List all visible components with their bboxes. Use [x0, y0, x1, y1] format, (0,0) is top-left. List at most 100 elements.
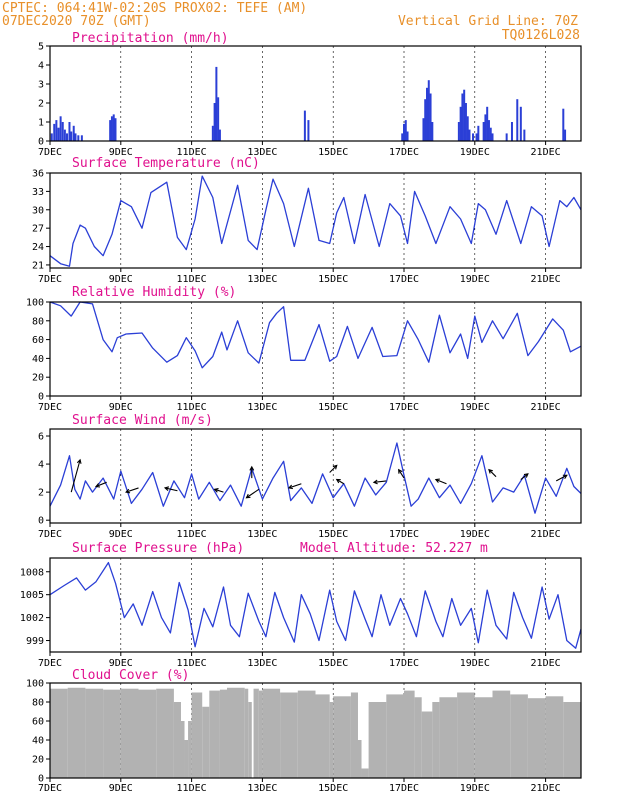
temp-xtick-label-3: 13DEC — [247, 274, 277, 285]
bar-51 — [505, 133, 508, 141]
bar-7 — [65, 133, 68, 141]
wind-arrow-head-5 — [249, 465, 255, 471]
wind-arrow-head-8 — [332, 464, 338, 470]
cloud-segment-20 — [258, 690, 263, 778]
rh-ytick-label-0: 0 — [38, 392, 44, 403]
wind-arrow-4 — [213, 488, 224, 493]
wind-arrow-6 — [245, 488, 260, 499]
temp-xtick-label-4: 15DEC — [318, 274, 348, 285]
temp-xtick-label-6: 19DEC — [460, 274, 490, 285]
precip-xtick-label-5: 17DEC — [389, 147, 419, 158]
bar-53 — [516, 99, 519, 141]
wind-arrow-8 — [329, 464, 338, 473]
frame-precip — [49, 45, 582, 142]
cloud-segment-42 — [545, 696, 564, 778]
cloud-xtick-label-6: 19DEC — [460, 783, 490, 794]
bar-44 — [477, 125, 480, 141]
cloud-segment-2 — [85, 688, 104, 778]
bar-1 — [53, 123, 56, 141]
cloud-ytick-label-5: 100 — [26, 679, 44, 690]
cloud-segment-17 — [248, 702, 252, 778]
cloud-xtick-label-4: 15DEC — [318, 783, 348, 794]
cloud-segment-41 — [527, 698, 546, 778]
pres-xtick-label-2: 11DEC — [177, 658, 207, 669]
bar-22 — [218, 129, 221, 141]
bar-3 — [57, 127, 60, 141]
precip-xtick-label-4: 15DEC — [318, 147, 348, 158]
bar-41 — [468, 129, 471, 141]
wind-xtick-label-0: 7DEC — [38, 529, 62, 540]
cloud-segment-16 — [244, 688, 249, 778]
cloud-segment-11 — [191, 692, 203, 778]
rh-ytick-label-1: 20 — [32, 373, 44, 384]
rh-series-line — [49, 301, 582, 369]
cloud-segment-10 — [188, 721, 192, 778]
cloud-xtick-label-2: 11DEC — [177, 783, 207, 794]
cloud-segment-28 — [357, 740, 362, 778]
bar-38 — [463, 89, 466, 141]
wind-arrow-shaft-7 — [288, 483, 302, 489]
temp-xtick-label-5: 17DEC — [389, 274, 419, 285]
cloud-xtick-label-3: 13DEC — [247, 783, 277, 794]
wind-arrow-11 — [398, 468, 405, 479]
frame-wind — [49, 428, 582, 524]
temp-ytick-label-2: 27 — [32, 224, 44, 235]
rh-ytick-label-3: 60 — [32, 335, 44, 346]
bar-36 — [459, 106, 462, 141]
bar-49 — [489, 127, 492, 141]
cloud-ytick-label-3: 60 — [32, 717, 44, 728]
rh-ytick-label-5: 100 — [26, 298, 44, 309]
temp-xtick-label-7: 21DEC — [531, 274, 561, 285]
cloud-segment-32 — [404, 690, 415, 778]
wind-arrow-3 — [163, 486, 178, 492]
wind-ytick-label-0: 0 — [38, 516, 44, 527]
bar-5 — [61, 122, 64, 141]
wind-arrow-9 — [335, 478, 345, 485]
bar-40 — [466, 116, 469, 141]
panel-wind: 0 2 4 6 7DEC 9DEC 11DEC 13DEC 15DEC 17DEC 19DEC 21D… — [38, 413, 582, 540]
bar-42 — [472, 133, 475, 141]
panel-pres: 999 1002 1005 1008 7DEC 9DEC 11DEC 13DEC 15DEC 17… — [20, 541, 582, 669]
cloud-segment-4 — [120, 688, 139, 778]
cloud-segment-23 — [297, 690, 316, 778]
bar-13 — [80, 135, 83, 141]
cloud-segment-21 — [262, 688, 281, 778]
pres-xtick-label-5: 17DEC — [389, 658, 419, 669]
bar-25 — [401, 133, 404, 141]
rh-xtick-label-1: 9DEC — [109, 402, 133, 413]
precip-ytick-label-2: 2 — [38, 99, 44, 110]
cloud-ytick-label-4: 80 — [32, 698, 44, 709]
rh-ytick-label-2: 40 — [32, 354, 44, 365]
cloud-segment-1 — [67, 687, 86, 778]
precip-ytick-label-0: 0 — [38, 137, 44, 148]
pres-xtick-label-1: 9DEC — [109, 658, 133, 669]
wind-arrow-head-12 — [434, 478, 440, 483]
cloud-segment-15 — [227, 687, 245, 778]
bar-16 — [112, 114, 115, 141]
rh-title: Relative Humidity (%) — [72, 285, 236, 300]
wind-xtick-label-1: 9DEC — [109, 529, 133, 540]
wind-arrow-head-0 — [76, 458, 82, 464]
cloud-ytick-label-2: 40 — [32, 736, 44, 747]
wind-arrow-7 — [287, 483, 302, 490]
wind-arrow-shaft-2 — [125, 487, 139, 493]
pres-ytick-label-1: 1002 — [20, 613, 44, 624]
wind-xtick-label-5: 17DEC — [389, 529, 419, 540]
bar-37 — [461, 93, 464, 141]
cloud-segment-19 — [253, 688, 259, 778]
precip-ytick-label-4: 4 — [38, 61, 44, 72]
temp-ytick-label-4: 33 — [32, 187, 44, 198]
temp-ytick-label-0: 21 — [32, 260, 44, 271]
cloud-ytick-label-0: 0 — [38, 774, 44, 785]
wind-arrow-shaft-1 — [95, 481, 107, 488]
bar-30 — [424, 99, 427, 141]
bar-10 — [72, 125, 75, 141]
bar-6 — [63, 129, 66, 141]
wind-arrow-head-7 — [287, 484, 293, 490]
wind-arrow-13 — [488, 468, 497, 478]
cloud-segment-12 — [202, 706, 210, 778]
pres-series-line — [49, 561, 582, 649]
bar-12 — [77, 135, 80, 141]
rh-xtick-label-7: 21DEC — [531, 402, 561, 413]
